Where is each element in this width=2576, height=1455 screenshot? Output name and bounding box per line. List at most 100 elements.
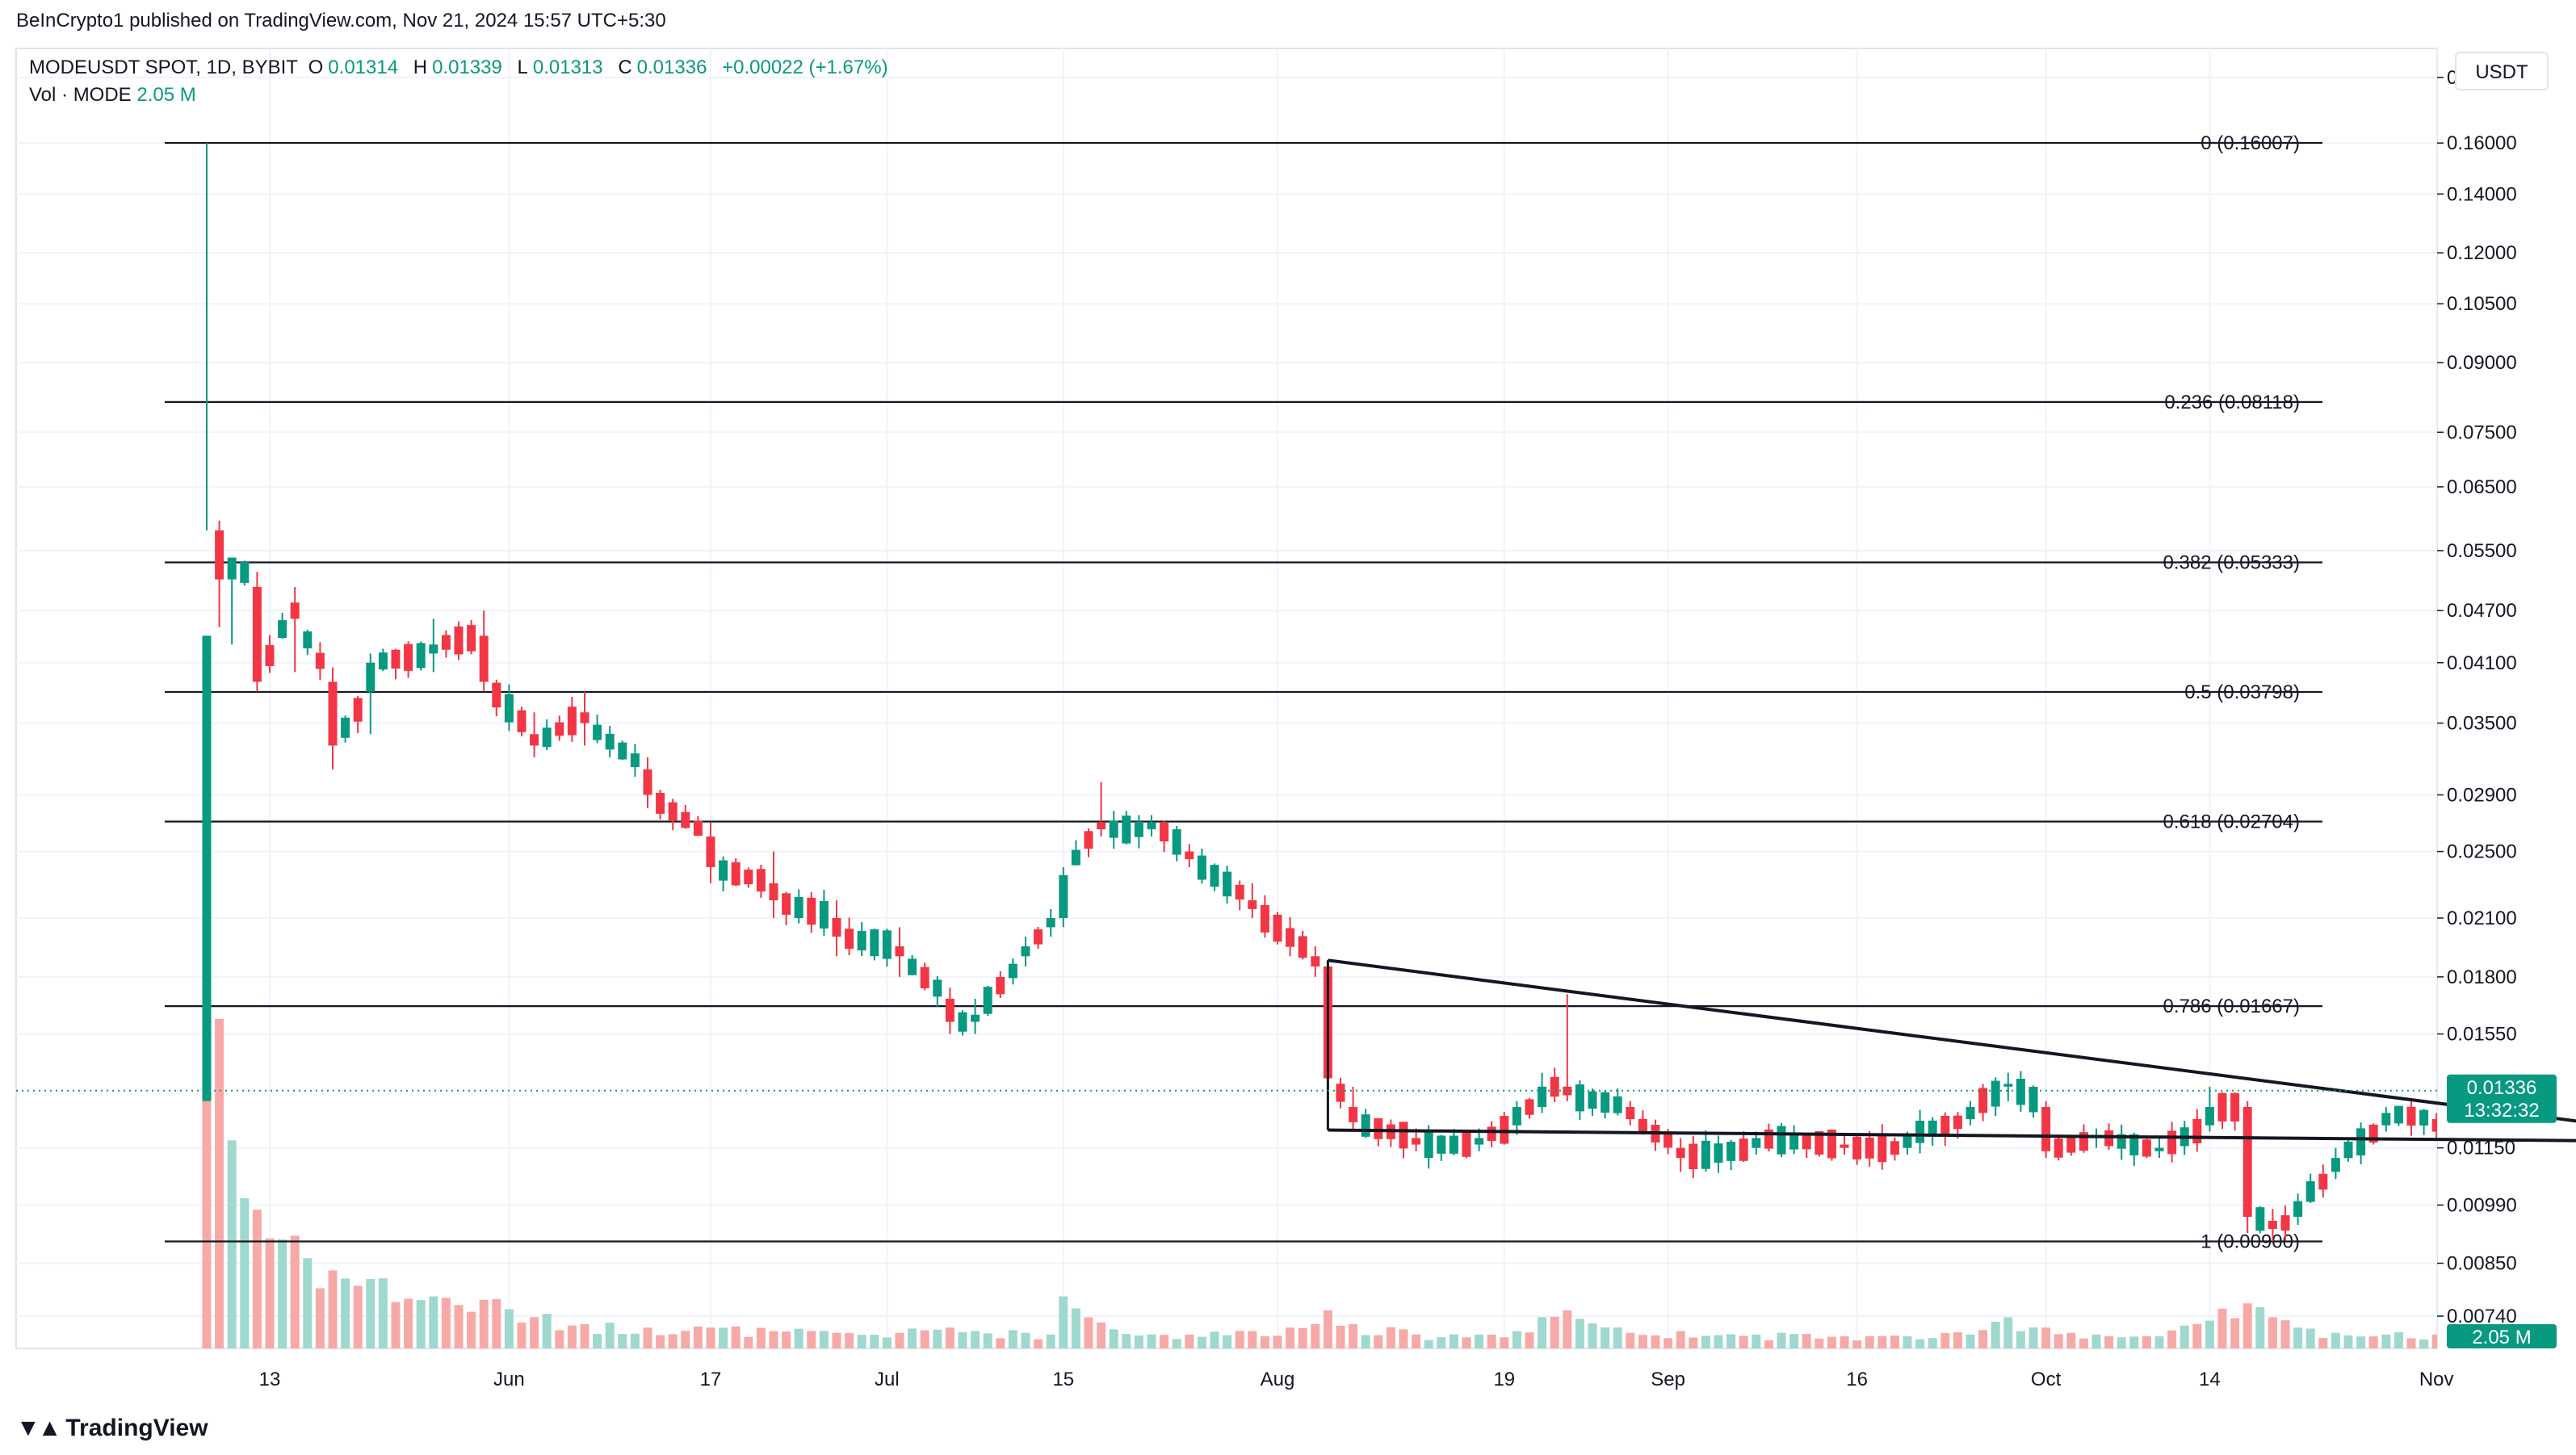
candle xyxy=(1399,1122,1408,1159)
volume-bar xyxy=(996,1338,1005,1348)
time-axis[interactable]: 13Jun17Jul15Aug19Sep16Oct14Nov18Dec16 xyxy=(259,1369,2576,1390)
volume-label[interactable]: Vol · MODE xyxy=(29,84,132,106)
time-tick-label: 13 xyxy=(259,1369,281,1390)
candle xyxy=(467,619,476,655)
volume-bars xyxy=(202,1019,2567,1348)
volume-bar xyxy=(2192,1323,2202,1348)
candle xyxy=(2230,1092,2240,1131)
candle xyxy=(1991,1077,2000,1117)
time-tick-label: Jul xyxy=(875,1369,900,1390)
candle xyxy=(882,929,892,967)
trendline-support[interactable] xyxy=(1328,1128,2576,1143)
candle xyxy=(2545,1127,2554,1159)
price-tick-label: 0.06500 xyxy=(2447,476,2517,498)
candle xyxy=(1701,1130,1710,1172)
last-price-tag: 0.01336 13:32:32 xyxy=(2447,1074,2557,1123)
volume-bar xyxy=(328,1270,338,1348)
volume-legend[interactable]: Vol · MODE 2.05 M xyxy=(29,84,196,107)
volume-bar xyxy=(1361,1335,1370,1348)
symbol-legend[interactable]: MODEUSDT SPOT, 1D, BYBIT O 0.01314 H 0.013… xyxy=(29,57,893,79)
candle xyxy=(278,612,287,639)
candle xyxy=(1966,1101,1975,1126)
candle xyxy=(1172,826,1181,862)
candle xyxy=(744,867,753,888)
volume-bar xyxy=(1412,1334,1421,1348)
candle xyxy=(908,954,917,976)
volume-bar xyxy=(1399,1329,1408,1348)
candle xyxy=(1097,782,1106,837)
volume-bar xyxy=(416,1300,426,1348)
candle xyxy=(1865,1130,1874,1167)
candle xyxy=(593,715,602,744)
candle xyxy=(756,864,766,898)
price-tick-label: 0.02500 xyxy=(2447,841,2517,863)
candle xyxy=(2268,1209,2277,1242)
candle xyxy=(656,790,665,820)
volume-bar xyxy=(1752,1334,1761,1348)
volume-bar xyxy=(1323,1310,1332,1348)
volume-bar xyxy=(1550,1316,1559,1348)
candle xyxy=(920,962,929,991)
volume-bar xyxy=(290,1235,300,1348)
volume-bar xyxy=(1210,1331,1219,1348)
volume-bar xyxy=(1462,1337,1471,1348)
volume-bar xyxy=(706,1327,715,1348)
candle xyxy=(2003,1072,2013,1101)
volume-bar xyxy=(567,1325,577,1348)
volume-bar xyxy=(1651,1335,1660,1348)
candle xyxy=(504,684,514,732)
volume-bar xyxy=(1903,1335,1912,1348)
time-tick-label: Aug xyxy=(1261,1369,1295,1390)
volume-bar xyxy=(1286,1327,1295,1348)
volume-bar xyxy=(530,1317,539,1348)
candle xyxy=(1651,1119,1660,1151)
volume-bar xyxy=(908,1328,917,1348)
candle xyxy=(1437,1134,1446,1161)
volume-bar xyxy=(2003,1317,2013,1348)
volume-bar xyxy=(2280,1320,2290,1348)
volume-bar xyxy=(1185,1334,1194,1348)
volume-bar xyxy=(1689,1337,1698,1348)
candle xyxy=(1752,1131,1761,1155)
volume-bar xyxy=(252,1210,262,1348)
candle xyxy=(2079,1124,2088,1153)
candle xyxy=(429,618,438,673)
symbol-name[interactable]: MODEUSDT SPOT, 1D, BYBIT xyxy=(29,57,298,78)
candle xyxy=(1789,1125,1799,1155)
volume-bar xyxy=(1500,1337,1509,1348)
candle xyxy=(378,648,388,672)
volume-bar xyxy=(1525,1332,1534,1348)
candle xyxy=(240,560,250,586)
candle xyxy=(366,653,375,735)
brand-name: TradingView xyxy=(65,1415,208,1441)
candle xyxy=(1336,1077,1345,1109)
candle xyxy=(2142,1138,2151,1159)
candle xyxy=(706,822,715,884)
price-axis[interactable]: 0.190000.160000.140000.120000.105000.090… xyxy=(2437,67,2517,1327)
time-tick-label: 14 xyxy=(2199,1369,2221,1390)
tv-logo-icon: ▼▲ xyxy=(16,1415,61,1441)
candle xyxy=(1676,1138,1685,1172)
candle xyxy=(252,572,262,692)
volume-bar xyxy=(2129,1336,2139,1348)
volume-bar xyxy=(1575,1319,1584,1348)
volume-bar xyxy=(693,1326,703,1348)
volume-bar xyxy=(2117,1337,2126,1348)
candle xyxy=(1046,908,1055,937)
volume-bar xyxy=(1865,1335,1874,1348)
time-tick-label: 17 xyxy=(700,1369,722,1390)
candle xyxy=(845,917,854,955)
currency-button[interactable]: USDT xyxy=(2455,52,2549,90)
volume-bar xyxy=(895,1332,904,1348)
volume-bar xyxy=(1197,1336,1206,1348)
volume-bar xyxy=(1160,1335,1169,1348)
candle xyxy=(1978,1084,1988,1122)
volume-bar xyxy=(1449,1334,1458,1348)
candle xyxy=(895,927,904,977)
volume-bar xyxy=(1248,1331,1257,1348)
volume-bar xyxy=(2431,1334,2437,1348)
volume-bar xyxy=(378,1278,388,1348)
volume-bar xyxy=(278,1239,287,1348)
volume-bar xyxy=(2558,1331,2567,1348)
